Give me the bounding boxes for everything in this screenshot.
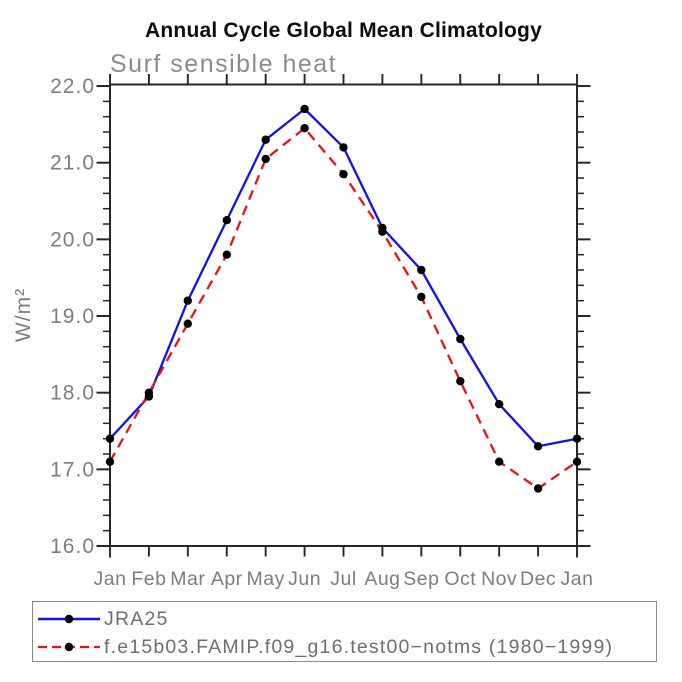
series-0-marker-dot xyxy=(339,143,348,152)
y-tick-label: 19.0 xyxy=(50,305,95,328)
chart-subtitle: Surf sensible heat xyxy=(110,50,338,78)
x-tick-label: Feb xyxy=(131,568,166,590)
series-0-marker-dot xyxy=(533,442,543,451)
x-tick-label: Jun xyxy=(288,568,321,590)
x-tick-label: Apr xyxy=(211,568,243,590)
series-0-marker-dot xyxy=(105,434,115,443)
x-tick-label: Jul xyxy=(330,568,356,590)
series-1-marker-dot xyxy=(378,227,387,236)
series-1-marker-dot xyxy=(417,292,426,302)
x-tick-label: Oct xyxy=(444,568,476,590)
series-1-marker-dot xyxy=(105,457,115,466)
series-1-marker-dot xyxy=(339,170,348,179)
chart-title: Annual Cycle Global Mean Climatology xyxy=(145,19,542,42)
y-tick-label: 21.0 xyxy=(50,152,95,175)
series-1-marker-dot xyxy=(456,377,465,386)
series-0-marker-dot xyxy=(456,334,465,344)
legend-marker-dot-icon xyxy=(64,642,74,652)
legend: JRA25 f.e15b03.FAMIP.f09_g16.test00−notm… xyxy=(32,601,657,662)
series-0-marker-dot xyxy=(300,104,309,114)
legend-item-jra25: JRA25 xyxy=(38,605,656,633)
y-tick-label: 22.0 xyxy=(50,75,95,98)
series-0-marker-dot xyxy=(417,265,426,275)
legend-solid-line-icon xyxy=(38,614,100,624)
x-tick-label: Dec xyxy=(520,568,556,590)
x-tick-label: Jan xyxy=(561,568,594,590)
legend-label-model: f.e15b03.FAMIP.f09_g16.test00−notms (198… xyxy=(104,635,614,658)
series-1-marker-dot xyxy=(572,457,582,466)
y-axis-title: W/m² xyxy=(12,288,35,342)
series-line-0 xyxy=(109,107,578,448)
series-1-marker-dot xyxy=(533,484,543,493)
x-tick-label: Mar xyxy=(170,568,205,590)
series-1-marker-dot xyxy=(495,457,504,466)
series-1-marker-dot xyxy=(183,319,192,328)
series-1-marker-dot xyxy=(261,154,270,164)
legend-marker-dot-icon xyxy=(64,614,74,624)
series-line-1 xyxy=(108,127,578,490)
plot-frame xyxy=(109,83,578,547)
x-tick-label: Jan xyxy=(94,568,127,590)
x-tick-label: Nov xyxy=(481,568,517,590)
legend-item-model: f.e15b03.FAMIP.f09_g16.test00−notms (198… xyxy=(38,633,656,661)
series-1-marker-dot xyxy=(222,250,231,259)
x-tick-label: Sep xyxy=(403,568,439,590)
series-0-marker-dot xyxy=(495,400,504,409)
series-0-marker-dot xyxy=(222,216,231,225)
legend-label-jra25: JRA25 xyxy=(104,607,169,630)
x-tick-label: Aug xyxy=(364,568,400,590)
legend-dashed-line-icon xyxy=(38,642,100,652)
x-tick-label: May xyxy=(246,568,284,590)
series-0-marker-dot xyxy=(261,135,270,144)
y-tick-label: 16.0 xyxy=(50,535,95,558)
y-tick-label: 20.0 xyxy=(50,228,95,251)
series-1-marker-dot xyxy=(300,124,309,133)
series-1-marker-dot xyxy=(144,388,154,397)
y-tick-label: 17.0 xyxy=(50,458,95,481)
y-tick-label: 18.0 xyxy=(50,382,95,405)
series-0-marker-dot xyxy=(572,434,582,443)
series-0-marker-dot xyxy=(183,296,192,305)
